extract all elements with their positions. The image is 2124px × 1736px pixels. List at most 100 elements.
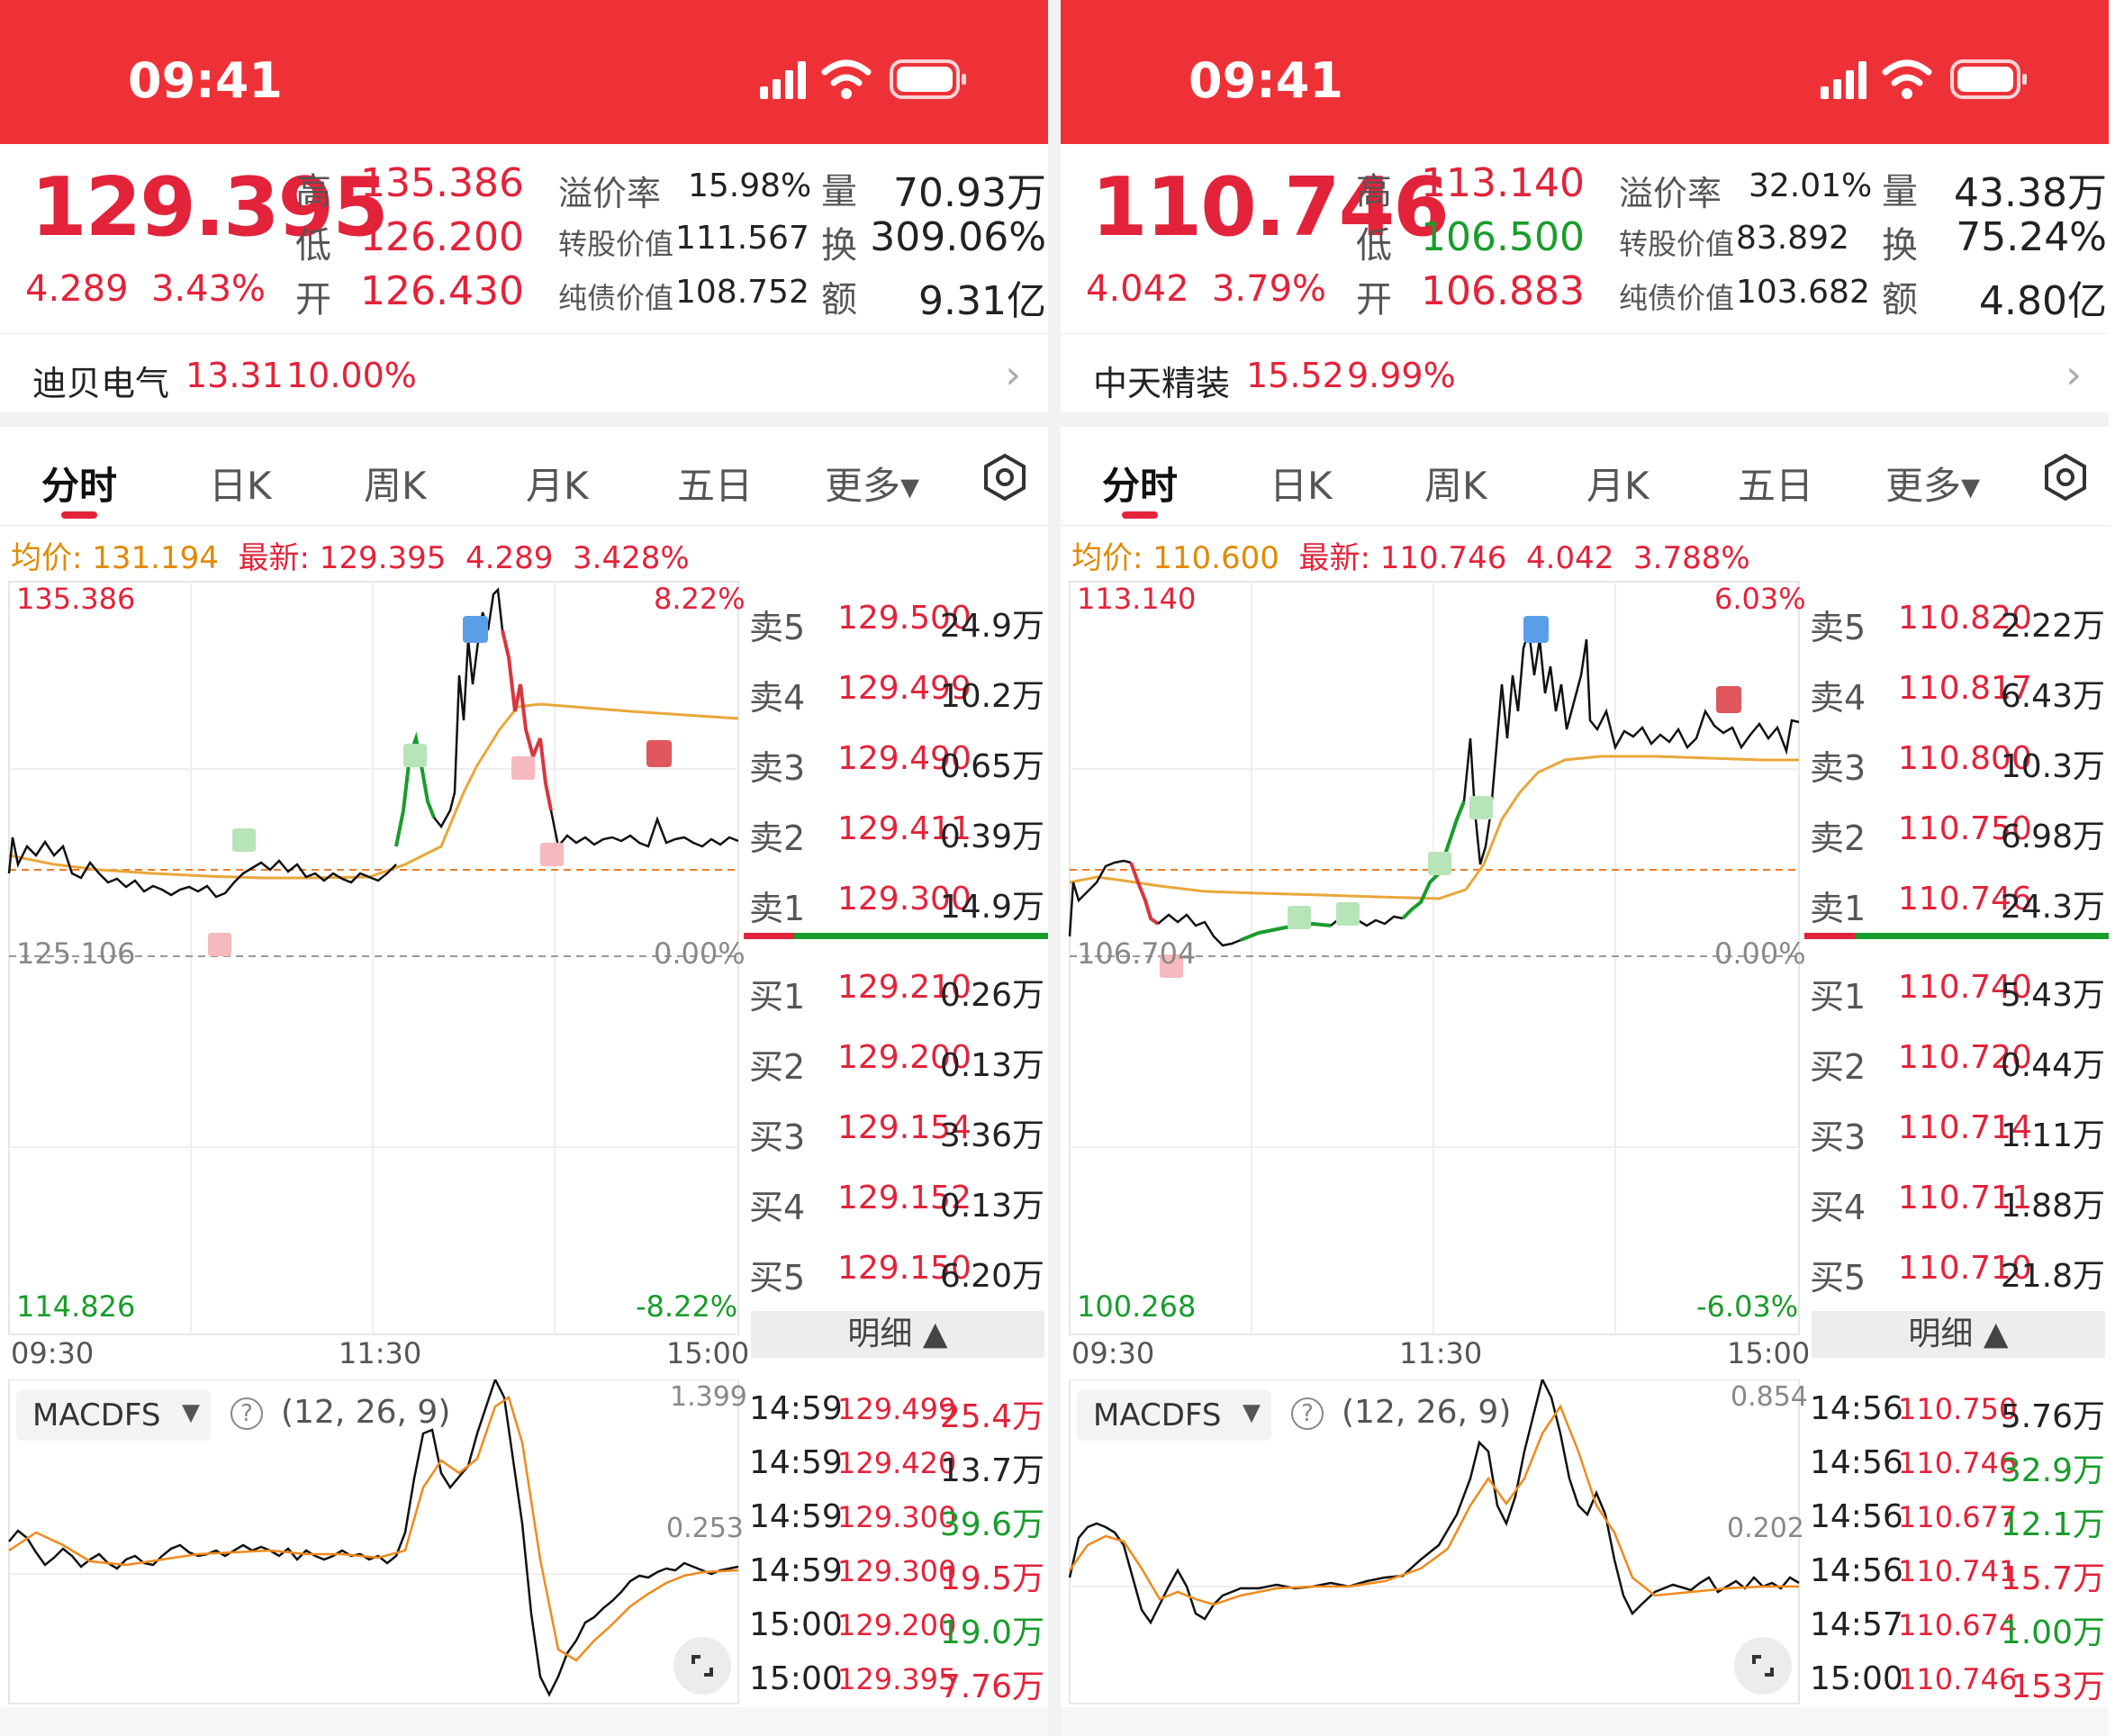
axis-bottom-pct: -6.03% [1696, 1289, 1799, 1324]
status-bar: 09:41 [0, 0, 1048, 144]
level-volume: 24.3万 [2000, 889, 2105, 926]
tick-time: 14:59 [749, 1444, 843, 1481]
signal-9-marker [208, 933, 231, 956]
help-icon[interactable]: ? [1291, 1397, 1324, 1430]
bid-row: 买4 129.152 0.13万 [747, 1165, 1048, 1230]
bond-label: 纯债价值 [1619, 281, 1735, 315]
tab-monthly[interactable]: 月K [1586, 464, 1649, 508]
level-label: 卖1 [1810, 889, 1866, 928]
tick-volume: 19.0万 [939, 1614, 1044, 1651]
level-volume: 0.13万 [939, 1047, 1044, 1084]
tick-volume: 32.9万 [2000, 1452, 2105, 1489]
turnover-value: 309.06% [870, 214, 1046, 260]
tick-time: 14:57 [1810, 1606, 1903, 1643]
macd-selector[interactable]: MACDFS ▼ [1077, 1390, 1271, 1441]
turn-label: 换 [821, 225, 857, 267]
tick-row: 14:59 129.420 13.7万 [747, 1437, 1048, 1491]
level-label: 卖2 [1810, 818, 1866, 858]
bid-row: 买2 110.720 0.44万 [1808, 1025, 2109, 1090]
settings-icon[interactable] [2040, 452, 2091, 502]
pane-separator [1048, 0, 1061, 1736]
intraday-chart[interactable] [1061, 576, 1804, 1707]
macd-chart [8, 1379, 739, 1704]
time-mid: 11:30 [339, 1336, 422, 1370]
level-label: 买4 [749, 1188, 806, 1227]
tab-five-day[interactable]: 五日 [677, 464, 754, 508]
bid-row: 买2 129.200 0.13万 [747, 1025, 1048, 1090]
tab-weekly[interactable]: 周K [364, 464, 427, 508]
premium-label: 溢价率 [1619, 174, 1722, 213]
expand-icon[interactable] [1734, 1637, 1792, 1695]
time-mid: 11:30 [1399, 1336, 1483, 1370]
chart-tabs: 分时 日K 周K 月K 五日 更多▾ [1061, 427, 2109, 526]
bond-label: 纯债价值 [558, 281, 674, 315]
tick-price: 110.674 [1898, 1608, 2018, 1642]
tick-row: 14:56 110.746 32.9万 [1808, 1437, 2109, 1491]
low-value: 126.200 [360, 214, 524, 260]
underlying-stock-row[interactable]: 中天精装 15.52 9.99% › [1061, 333, 2109, 412]
level-volume: 6.98万 [2000, 818, 2105, 855]
signal-wifi-battery-icon [760, 59, 966, 99]
premium-label: 溢价率 [558, 174, 662, 213]
tab-intraday[interactable]: 分时 [41, 464, 118, 508]
chevron-right-icon: › [2065, 352, 2082, 398]
level-volume: 6.20万 [939, 1258, 1044, 1295]
level-price: 129.490 [837, 740, 972, 777]
details-button[interactable]: 明细 ▲ [1812, 1311, 2105, 1358]
details-button[interactable]: 明细 ▲ [751, 1311, 1044, 1358]
tick-price: 129.200 [837, 1608, 957, 1642]
tab-weekly[interactable]: 周K [1424, 464, 1487, 508]
bid-row: 买3 129.154 3.36万 [747, 1095, 1048, 1160]
level-label: 买2 [749, 1047, 806, 1087]
level-price: 110.714 [1898, 1109, 2032, 1146]
tab-more[interactable]: 更多▾ [825, 464, 920, 508]
tick-row: 15:00 129.395 7.76万 [747, 1653, 1048, 1707]
underlying-stock-row[interactable]: 迪贝电气 13.31 10.00% › [0, 333, 1048, 412]
macd-axis-mid: 0.202 [1727, 1513, 1804, 1544]
level-volume: 1.88万 [2000, 1188, 2105, 1225]
bond-value: 103.682 [1736, 274, 1870, 311]
expand-icon[interactable] [673, 1637, 731, 1695]
stock-pct: 10.00% [286, 356, 417, 395]
turn-label: 换 [1882, 225, 1918, 267]
intraday-chart[interactable] [0, 576, 744, 1707]
level-price: 110.820 [1898, 600, 2032, 637]
tab-more[interactable]: 更多▾ [1885, 464, 1981, 508]
active-tab-indicator [61, 511, 97, 519]
tab-monthly[interactable]: 月K [526, 464, 589, 508]
tick-price: 110.741 [1898, 1554, 2018, 1588]
amount-value: 4.80亿 [1979, 278, 2107, 324]
help-icon[interactable]: ? [230, 1397, 263, 1430]
level-label: 卖2 [749, 818, 806, 858]
bid-row: 买5 110.710 21.8万 [1808, 1235, 2109, 1300]
macd-chart [1068, 1379, 1800, 1704]
tab-daily[interactable]: 日K [1270, 464, 1333, 508]
macd-params: (12, 26, 9) [1342, 1394, 1512, 1431]
tick-row: 15:00 110.746 153万 [1808, 1653, 2109, 1707]
macd-selector[interactable]: MACDFS ▼ [16, 1390, 211, 1441]
quote-panel: 110.746 4.042 3.79% 高 低 开 113.140 106.50… [1061, 144, 2109, 333]
tick-volume: 19.5万 [939, 1560, 1044, 1597]
tab-five-day[interactable]: 五日 [1738, 464, 1814, 508]
level-price: 110.746 [1898, 881, 2032, 918]
ask-row: 卖2 110.750 6.98万 [1808, 796, 2109, 861]
premium-value: 15.98% [688, 167, 812, 204]
settings-icon[interactable] [980, 452, 1030, 502]
ask-row: 卖2 129.411 0.39万 [747, 796, 1048, 861]
chart-tabs: 分时 日K 周K 月K 五日 更多▾ [0, 427, 1048, 526]
level-volume: 0.44万 [2000, 1047, 2105, 1084]
level-price: 129.300 [837, 881, 972, 918]
tab-daily[interactable]: 日K [209, 464, 272, 508]
level-label: 卖5 [1810, 608, 1866, 647]
tab-intraday[interactable]: 分时 [1102, 464, 1179, 508]
level-price: 129.411 [837, 810, 972, 847]
level-price: 110.740 [1898, 969, 2032, 1006]
level-price: 110.750 [1898, 810, 2032, 847]
tick-time: 15:00 [749, 1660, 843, 1697]
bid-row: 买4 110.711 1.88万 [1808, 1165, 2109, 1230]
tick-volume: 5.76万 [2000, 1398, 2105, 1435]
signal-wifi-battery-icon [1821, 59, 2027, 99]
level-volume: 2.22万 [2000, 608, 2105, 645]
level-price: 129.154 [837, 1109, 972, 1146]
ask-row: 卖4 110.817 6.43万 [1808, 656, 2109, 720]
